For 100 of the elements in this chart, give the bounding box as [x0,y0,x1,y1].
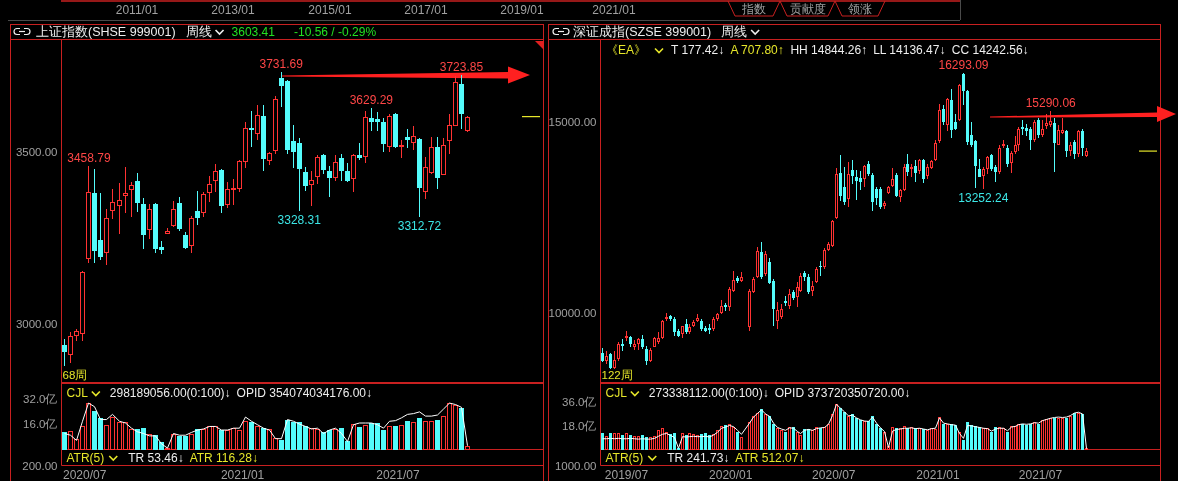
chart-subtitle: 周线 [185,24,212,39]
candlestick [1017,126,1020,152]
bar [351,424,356,450]
candlestick [871,174,874,212]
candlestick [255,104,260,141]
text: ATR(5) [66,450,105,465]
candlestick [387,113,392,153]
annotation: 15290.06 [1025,96,1077,111]
bar [1069,416,1072,450]
annotation: A 707.80↑ [730,43,784,57]
candlestick [207,175,212,203]
bar [954,425,957,450]
candlestick [219,170,224,214]
candlestick [629,336,632,348]
candlestick [867,160,870,177]
annotation: 16293.09 [938,57,989,72]
bar [1010,426,1013,450]
annotation: 3328.31 [277,213,322,228]
bar [692,434,695,450]
bar [819,428,822,450]
candlestick [736,275,739,284]
bar [1061,418,1064,450]
candlestick [249,110,254,148]
bar [387,425,392,450]
bar [459,408,464,450]
candlestick [966,91,969,146]
bar [823,427,826,450]
x-tick-label: 2021/01 [220,468,265,481]
text: 2013/01 [211,3,256,17]
bar [1002,428,1005,450]
bar [1057,418,1060,450]
bar [918,428,921,450]
text: ATR 512.07↓ [735,450,805,465]
bar [926,430,929,450]
bar [930,428,933,450]
bar [994,427,997,450]
bar [736,432,739,450]
y-tick-label: 15000.00 [548,116,597,129]
candlestick [303,166,308,192]
bar [1049,418,1052,450]
candlestick [1029,126,1032,151]
bar [1077,413,1080,450]
candlestick [760,241,763,280]
candlestick [104,208,109,266]
bar [625,433,628,450]
bar [871,416,874,450]
candlestick [617,341,620,362]
bar [657,430,660,450]
bar [986,428,989,450]
chart-title: CJL [66,386,89,400]
candlestick [351,155,356,193]
chart-title: 上证指数(SHSE 999001) [36,24,176,39]
annotation: 3723.85 [439,60,484,75]
bar [863,421,866,450]
candlestick [459,74,464,130]
candlestick [950,88,953,139]
candlestick [195,190,200,226]
bar [629,435,632,450]
bar [807,429,810,450]
bar [843,412,846,450]
bar [799,435,802,450]
candlestick [605,350,608,365]
y-tick-label: 18.0亿 [562,419,597,432]
candlestick [1077,131,1080,158]
bar [811,430,814,450]
bar [946,424,949,450]
candlestick [938,103,941,144]
candlestick [990,154,993,172]
candlestick [708,323,711,335]
bar [1045,419,1048,450]
bar [1006,432,1009,450]
candlestick [1069,141,1072,157]
bar [982,428,985,450]
chart-title: CJL [605,386,628,400]
y-tick-label: 10000.00 [548,307,597,320]
bar [601,433,604,450]
bar [776,428,779,450]
candlestick [1025,123,1028,137]
bar [249,422,254,450]
candlestick [661,320,664,339]
bar [784,432,787,450]
bar [740,436,743,450]
candlestick [637,339,640,351]
bar [998,427,1001,450]
text: TR 53.46↓ [128,450,184,465]
text: 3603.41 [231,24,276,39]
bar [847,416,850,450]
line-series [64,402,468,449]
x-tick-label: 2021/07 [1018,468,1063,481]
annotation: 3731.69 [259,57,304,72]
candlestick [673,316,676,337]
tab: 领涨 [834,0,886,17]
bar [1053,418,1056,450]
candlestick [891,167,894,186]
text: 2017/01 [404,3,449,17]
bar [1021,423,1024,450]
y-tick-label: 36.0亿 [562,396,597,409]
candlestick [117,182,122,235]
bar [720,426,723,450]
y-tick-label: 16.0亿 [23,418,58,431]
